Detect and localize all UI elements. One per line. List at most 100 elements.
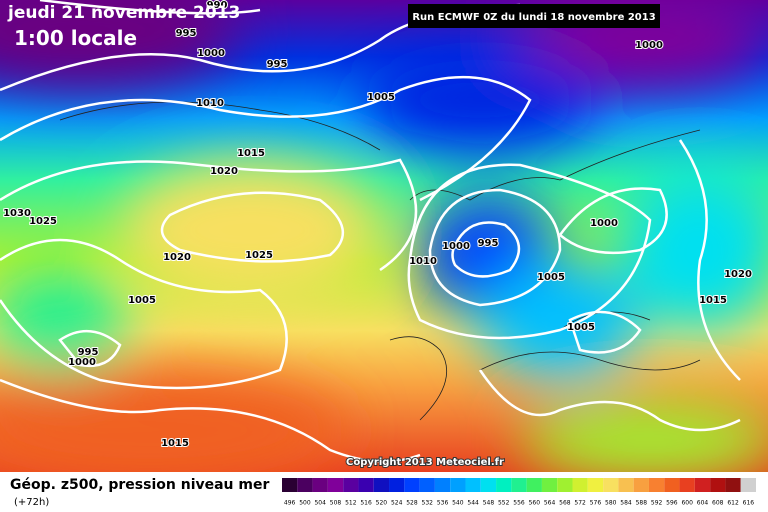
scale-label: 600 [681, 500, 693, 507]
scale-label: 592 [651, 500, 663, 507]
scale-swatch [664, 478, 680, 492]
run-box [408, 4, 660, 28]
scale-swatch [373, 478, 390, 492]
scale-swatch [740, 478, 756, 492]
scale-swatch [694, 478, 711, 492]
scale-swatch [572, 478, 588, 492]
scale-swatch [496, 478, 512, 492]
copyright: Copyright 2013 Meteociel.fr [346, 457, 504, 468]
isobar-label: 995 [478, 238, 499, 249]
scale-swatch [480, 478, 497, 492]
isobar-label: 995 [267, 59, 288, 70]
scale-label: 564 [544, 500, 556, 507]
scale-label: 568 [559, 500, 571, 507]
scale-label: 496 [284, 500, 296, 507]
scale-swatch [404, 478, 420, 492]
scale-label: 500 [299, 500, 311, 507]
scale-label: 512 [345, 500, 357, 507]
isobar-label: 1025 [29, 216, 57, 227]
scale-swatch [358, 478, 374, 492]
isobar-labels: 9909951000995101010051015102010301025102… [2, 0, 753, 450]
isobar-label: 1000 [68, 357, 96, 368]
scale-label: 596 [666, 500, 678, 507]
scale-label: 508 [330, 500, 342, 507]
scale-label: 552 [498, 500, 510, 507]
isobar-label: 1000 [197, 48, 225, 59]
scale-label: 504 [314, 500, 326, 507]
scale-swatch [725, 478, 741, 492]
scale-label: 524 [391, 500, 403, 507]
isobar-label: 1000 [635, 40, 663, 51]
scale-label: 616 [743, 500, 755, 507]
scale-label: 536 [437, 500, 449, 507]
scale-swatch [465, 478, 481, 492]
scale-label: 556 [513, 500, 525, 507]
title: jeudi 21 novembre 2013 [7, 3, 240, 23]
isobar-label: 1020 [163, 252, 191, 263]
lead-time: (+72h) [14, 497, 49, 508]
scale-swatch [557, 478, 573, 492]
scale-swatch [511, 478, 527, 492]
isobar-label: 1000 [442, 241, 470, 252]
scale-swatch [282, 478, 298, 492]
scale-label: 584 [620, 500, 632, 507]
isobar-label: 1005 [128, 295, 156, 306]
isobar-label: 1020 [210, 166, 238, 177]
scale-swatch [327, 478, 344, 492]
scale-swatch [541, 478, 558, 492]
scale-label: 544 [467, 500, 479, 507]
isobar-label: 1005 [567, 322, 595, 333]
scale-swatch [343, 478, 359, 492]
scale-swatch [618, 478, 634, 492]
scale-label: 612 [727, 500, 739, 507]
scale-label: 540 [452, 500, 464, 507]
isobar-label: 1010 [409, 256, 437, 267]
scale-label: 520 [376, 500, 388, 507]
scale-label: 528 [406, 500, 418, 507]
isobar-label: 995 [78, 347, 99, 358]
scale-label: 560 [529, 500, 541, 507]
isobar-label: 1010 [196, 98, 224, 109]
isobar-label: 1015 [237, 148, 265, 159]
scale-swatch [419, 478, 435, 492]
isobar-label: 1015 [161, 438, 189, 449]
isobar-label: 1020 [724, 269, 752, 280]
scale-swatch [679, 478, 695, 492]
color-scale: 496 500 504 508 512 516 520 524 528 532 536 540 544 5… [282, 478, 756, 507]
isobar-label: 1005 [537, 272, 565, 283]
run-info: Run ECMWF 0Z du lundi 18 novembre 2013 [412, 12, 655, 23]
scale-label: 548 [483, 500, 495, 507]
isobar-label: 1000 [590, 218, 618, 229]
scale-swatch [312, 478, 328, 492]
scale-swatch [710, 478, 726, 492]
scale-swatch [633, 478, 649, 492]
scale-swatch [603, 478, 619, 492]
coastlines [59, 101, 701, 421]
scale-label: 572 [574, 500, 586, 507]
scale-label: 608 [712, 500, 724, 507]
scale-swatch [587, 478, 604, 492]
scale-swatch [648, 478, 665, 492]
scale-label: 580 [605, 500, 617, 507]
scale-swatch [434, 478, 451, 492]
isobars [0, 0, 740, 461]
scale-label: 588 [636, 500, 648, 507]
scale-swatch [297, 478, 313, 492]
coastline [59, 101, 701, 421]
scale-swatch [526, 478, 542, 492]
scale-label: 576 [590, 500, 602, 507]
subtitle: 1:00 locale [14, 26, 137, 50]
scale-label: 604 [697, 500, 709, 507]
scale-swatch [450, 478, 466, 492]
footer-title: Géop. z500, pression niveau mer [10, 477, 269, 493]
header: jeudi 21 novembre 2013 1:00 locale Run E… [7, 3, 660, 50]
scale-label: 532 [422, 500, 434, 507]
scale-swatch [389, 478, 405, 492]
isobar-label: 1005 [367, 92, 395, 103]
isobar-label: 1015 [699, 295, 727, 306]
isobar-label: 995 [176, 28, 197, 39]
isobar-label: 1030 [3, 208, 31, 219]
isobar-label: 1025 [245, 250, 273, 261]
isobar-label: 990 [207, 0, 228, 11]
